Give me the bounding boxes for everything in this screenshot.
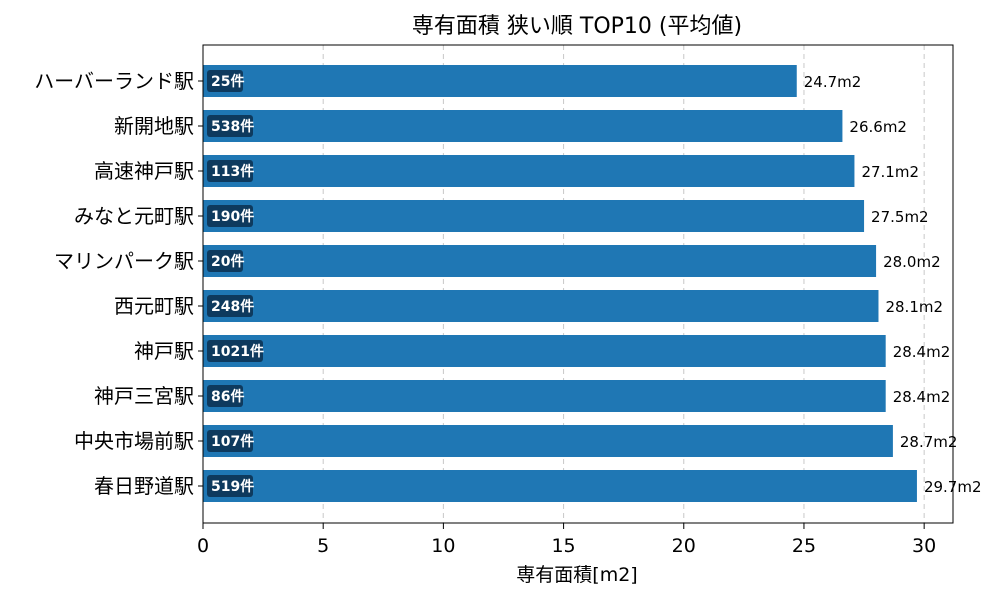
value-label-5: 28.1m2: [885, 298, 943, 316]
count-badge-5: [207, 295, 253, 317]
category-label-8: 中央市場前駅: [74, 429, 194, 453]
bar-7: [203, 380, 886, 412]
x-ticks: 0 5 10 15 20 25 30: [197, 523, 936, 557]
value-label-6: 28.4m2: [893, 343, 951, 361]
count-label-6: 1021件: [211, 343, 264, 360]
count-badge-3: [207, 205, 253, 227]
x-tick-label-15: 15: [551, 535, 575, 557]
category-label-4: マリンパーク駅: [54, 249, 194, 273]
category-label-0: ハーバーランド駅: [34, 69, 194, 93]
bar-5: [203, 290, 879, 322]
count-badge-2: [207, 160, 253, 182]
count-label-9: 519件: [211, 478, 254, 495]
category-label-5: 西元町駅: [114, 294, 194, 318]
count-label-8: 107件: [211, 433, 254, 450]
value-label-0: 24.7m2: [804, 73, 862, 91]
plot-frame: [202, 44, 954, 524]
count-badge-7: [207, 385, 243, 407]
count-badge-1: [207, 115, 253, 137]
x-tick-label-30: 30: [912, 535, 936, 557]
value-label-3: 27.5m2: [871, 208, 929, 226]
bar-9: [203, 470, 917, 502]
bar-0: [203, 65, 797, 97]
x-tick-label-25: 25: [792, 535, 816, 557]
category-label-6: 神戸駅: [134, 339, 194, 363]
x-tick-label-0: 0: [197, 535, 209, 557]
count-badge-8: [207, 430, 253, 452]
category-label-1: 新開地駅: [114, 114, 194, 138]
bars: 24.7m2 25件 26.6m2 538件 27.1m2 113件 27.5m2 190件 2…: [203, 65, 982, 502]
category-labels: ハーバーランド駅新開地駅高速神戸駅みなと元町駅マリンパーク駅西元町駅神戸駅神戸三…: [34, 69, 203, 498]
value-label-1: 26.6m2: [849, 118, 907, 136]
bar-8: [203, 425, 893, 457]
count-badge-6: [207, 340, 263, 362]
bar-1: [203, 110, 843, 142]
category-label-7: 神戸三宮駅: [94, 384, 194, 408]
x-tick-label-20: 20: [672, 535, 696, 557]
count-label-1: 538件: [211, 118, 254, 135]
bar-4: [203, 245, 877, 277]
bar-2: [203, 155, 855, 187]
x-axis-label: 専有面積[m2]: [516, 564, 637, 586]
count-label-7: 86件: [211, 388, 244, 405]
count-label-5: 248件: [211, 298, 254, 315]
value-label-8: 28.7m2: [900, 433, 958, 451]
bar-3: [203, 200, 865, 232]
category-label-2: 高速神戸駅: [94, 159, 194, 183]
count-badge-4: [207, 250, 243, 272]
count-badge-0: [207, 70, 243, 92]
value-label-2: 27.1m2: [861, 163, 919, 181]
bar-6: [203, 335, 886, 367]
value-label-7: 28.4m2: [893, 388, 951, 406]
count-label-4: 20件: [211, 253, 244, 270]
count-label-0: 25件: [211, 73, 244, 90]
x-tick-label-5: 5: [317, 535, 329, 557]
count-label-2: 113件: [211, 163, 254, 180]
category-label-3: みなと元町駅: [74, 204, 194, 228]
chart-title: 専有面積 狭い順 TOP10 (平均値): [412, 14, 742, 39]
count-label-3: 190件: [211, 208, 254, 225]
value-label-4: 28.0m2: [883, 253, 941, 271]
x-tick-label-10: 10: [431, 535, 455, 557]
category-label-9: 春日野道駅: [94, 474, 194, 498]
count-badge-9: [207, 475, 253, 497]
